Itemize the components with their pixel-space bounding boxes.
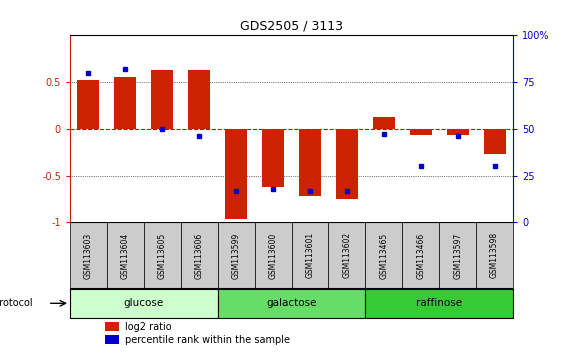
Bar bbox=[181, 222, 217, 289]
Text: GSM113605: GSM113605 bbox=[158, 232, 167, 279]
Text: GSM113600: GSM113600 bbox=[269, 232, 278, 279]
Bar bbox=[106, 322, 119, 331]
Text: galactose: galactose bbox=[266, 298, 317, 308]
Text: GSM113604: GSM113604 bbox=[121, 232, 130, 279]
Bar bbox=[151, 70, 173, 129]
Bar bbox=[292, 222, 328, 289]
Text: GSM113603: GSM113603 bbox=[84, 232, 93, 279]
Text: glucose: glucose bbox=[124, 298, 164, 308]
Bar bbox=[225, 129, 247, 218]
Bar bbox=[483, 129, 505, 154]
Bar bbox=[217, 222, 255, 289]
Text: GSM113598: GSM113598 bbox=[490, 232, 499, 278]
Bar bbox=[366, 289, 513, 318]
Text: raffinose: raffinose bbox=[416, 298, 462, 308]
Text: percentile rank within the sample: percentile rank within the sample bbox=[125, 335, 290, 345]
Bar bbox=[299, 129, 321, 196]
Text: GSM113465: GSM113465 bbox=[380, 232, 388, 279]
Bar bbox=[107, 222, 144, 289]
Bar bbox=[447, 129, 469, 135]
Text: log2 ratio: log2 ratio bbox=[125, 321, 172, 332]
Bar bbox=[217, 289, 366, 318]
Text: GSM113602: GSM113602 bbox=[342, 232, 352, 278]
Bar bbox=[78, 80, 100, 129]
Bar bbox=[255, 222, 292, 289]
Bar bbox=[402, 222, 439, 289]
Bar bbox=[476, 222, 513, 289]
Bar bbox=[410, 129, 432, 135]
Bar bbox=[188, 70, 210, 129]
Title: GDS2505 / 3113: GDS2505 / 3113 bbox=[240, 20, 343, 33]
Bar bbox=[70, 222, 107, 289]
Text: GSM113601: GSM113601 bbox=[305, 232, 314, 278]
Bar bbox=[106, 335, 119, 344]
Bar bbox=[114, 78, 136, 129]
Bar bbox=[439, 222, 476, 289]
Text: GSM113466: GSM113466 bbox=[416, 232, 425, 279]
Bar bbox=[144, 222, 181, 289]
Bar bbox=[70, 289, 217, 318]
Text: growth protocol: growth protocol bbox=[0, 298, 33, 308]
Bar bbox=[328, 222, 366, 289]
Text: GSM113606: GSM113606 bbox=[195, 232, 203, 279]
Bar bbox=[373, 117, 395, 129]
Bar bbox=[336, 129, 358, 199]
Text: GSM113597: GSM113597 bbox=[453, 232, 462, 279]
Bar bbox=[366, 222, 402, 289]
Text: GSM113599: GSM113599 bbox=[231, 232, 241, 279]
Bar bbox=[262, 129, 284, 187]
